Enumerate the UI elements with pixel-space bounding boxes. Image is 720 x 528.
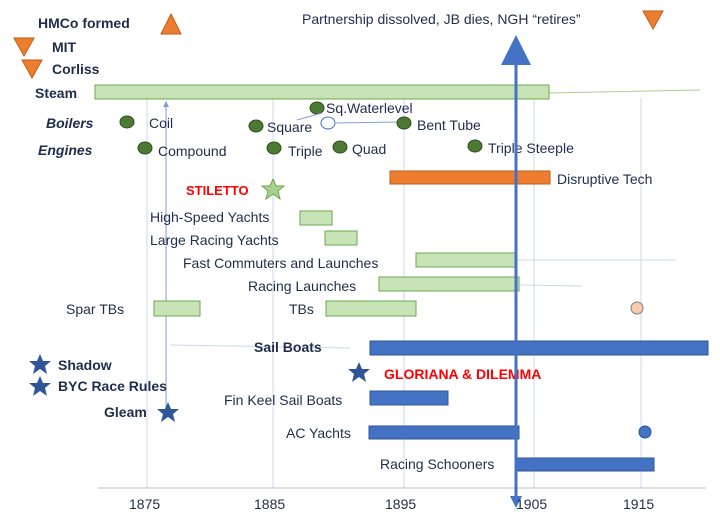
square-label: Square	[267, 119, 312, 135]
divider-sail	[169, 344, 351, 349]
sail-boats-bar	[369, 340, 709, 356]
steam-bar	[94, 84, 550, 100]
sq-waterlevel-label: Sq.Waterlevel	[326, 100, 413, 116]
bent-tube-label: Bent Tube	[417, 117, 481, 133]
tick-label-1895: 1895	[385, 496, 416, 512]
racing-schooners-bar	[515, 457, 655, 472]
waterlevel-connector	[296, 112, 323, 121]
timeline-marker-bottom-arrow	[510, 496, 522, 508]
gloriana-label: GLORIANA & DILEMMA	[384, 366, 541, 382]
triple-dot	[266, 141, 282, 155]
stiletto-label: STILETTO	[186, 183, 249, 198]
square-dot	[248, 119, 264, 133]
stiletto-star-icon	[260, 177, 286, 201]
high-speed-yachts-label: High-Speed Yachts	[150, 209, 269, 225]
corliss-triangle-down-icon	[21, 59, 43, 80]
byc-race-rules-star-icon	[29, 376, 51, 396]
bent-tube-connector	[335, 121, 399, 124]
open-circle-marker	[320, 116, 336, 130]
triple-label: Triple	[288, 143, 323, 159]
tbs-bar	[325, 300, 417, 317]
triple-steeple-label: Triple Steeple	[488, 140, 574, 156]
quad-dot	[332, 140, 348, 154]
corliss-label: Corliss	[52, 61, 100, 77]
triple-steeple-dot	[467, 139, 483, 153]
hmco-triangle-up-icon	[160, 12, 182, 35]
racing-launches-bar	[378, 276, 520, 292]
tick-label-1915: 1915	[623, 496, 654, 512]
sq-waterlevel-dot	[309, 101, 325, 115]
large-racing-yachts-label: Large Racing Yachts	[150, 232, 279, 248]
large-racing-yachts-bar	[324, 230, 358, 246]
racing-schooners-label: Racing Schooners	[380, 456, 494, 472]
shadow-label: Shadow	[58, 357, 112, 373]
ac-yachts-label: AC Yachts	[286, 425, 351, 441]
gloriana-star-icon	[348, 362, 370, 382]
hmco-formed-label: HMCo formed	[38, 15, 130, 31]
partnership-label: Partnership dissolved, JB dies, NGH “ret…	[302, 11, 581, 27]
coil-label: Coil	[149, 115, 173, 131]
high-speed-yachts-bar	[299, 210, 333, 226]
spar-tbs-bar	[153, 300, 201, 317]
spar-tbs-label: Spar TBs	[66, 301, 124, 317]
compound-label: Compound	[158, 143, 227, 159]
mit-label: MIT	[52, 39, 77, 55]
byc-race-rules-label: BYC Race Rules	[58, 378, 167, 394]
fast-commuters-label: Fast Commuters and Launches	[183, 255, 378, 271]
fin-keel-bar	[369, 390, 449, 406]
divider-racing	[519, 284, 583, 287]
compound-dot	[137, 141, 153, 155]
fast-commuters-bar	[415, 252, 518, 268]
partnership-triangle-down-icon	[642, 10, 664, 31]
fin-keel-label: Fin Keel Sail Boats	[224, 392, 342, 408]
shadow-star-icon	[29, 354, 51, 374]
sail-boats-category-label: Sail Boats	[254, 339, 322, 355]
engines-category-label: Engines	[38, 142, 93, 158]
tick-label-1885: 1885	[254, 496, 285, 512]
pink-dot	[630, 301, 644, 315]
disruptive-tech-bar	[389, 170, 551, 185]
gleam-label: Gleam	[104, 404, 147, 420]
divider-steam	[547, 89, 701, 94]
ac-yachts-bar	[368, 425, 520, 440]
disruptive-tech-label: Disruptive Tech	[557, 171, 652, 187]
steam-category-label: Steam	[35, 85, 77, 101]
tick-label-1875: 1875	[129, 496, 160, 512]
boilers-category-label: Boilers	[46, 115, 94, 131]
gleam-star-icon	[157, 402, 179, 422]
tbs-label: TBs	[289, 301, 314, 317]
quad-label: Quad	[352, 141, 386, 157]
tick-label-1905: 1905	[516, 496, 547, 512]
bent-tube-dot	[396, 116, 412, 130]
racing-launches-label: Racing Launches	[248, 278, 356, 294]
coil-dot	[119, 115, 135, 129]
mit-triangle-down-icon	[13, 37, 35, 58]
ac-yachts-dot	[638, 425, 652, 439]
